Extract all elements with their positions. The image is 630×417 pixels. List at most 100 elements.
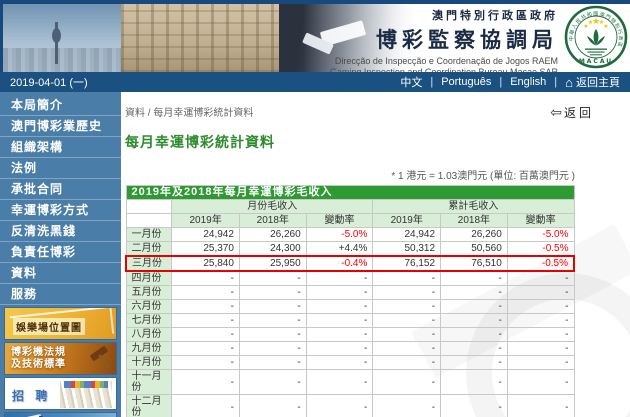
year-header: 2019年	[171, 213, 240, 228]
language-link[interactable]: Português	[422, 76, 491, 88]
group-header-accumulated: 累計毛收入	[372, 199, 575, 214]
table-row: 十二月份 - - - - - -	[125, 394, 575, 417]
value-cell: -	[171, 369, 240, 395]
value-cell: -	[506, 270, 575, 286]
table-row: 六月份 - - - - - -	[125, 299, 575, 314]
language-link[interactable]: English	[491, 76, 546, 88]
home-link[interactable]: ⌂ 返回主頁	[565, 74, 620, 90]
breadcrumb[interactable]: 資料 / 每月幸運博彩統計資料	[125, 108, 254, 119]
blank-header-cell	[125, 213, 173, 228]
banner-casino-location-map[interactable]: 娛樂場位置圖	[4, 307, 117, 340]
table-row: 九月份 - - - - - -	[125, 341, 575, 356]
value-cell: 76,152	[372, 255, 442, 272]
sidebar-item[interactable]: 法例	[0, 158, 121, 179]
banner-gaming-machine-rules[interactable]: 博彩機法規 及技術標準	[4, 342, 117, 375]
table-row: 八月份 - - - - - -	[125, 327, 575, 342]
sidebar-item[interactable]: 承批合同	[0, 179, 121, 200]
value-cell: 26,260	[440, 227, 508, 242]
banner-partial[interactable]	[4, 412, 117, 417]
value-cell: -	[372, 355, 442, 370]
value-cell: -	[171, 327, 240, 342]
lotus-icon	[587, 36, 596, 46]
value-cell: -	[506, 341, 575, 356]
year-header: 2018年	[238, 213, 307, 228]
star-icon: ★	[603, 23, 608, 30]
month-cell: 十二月份	[125, 394, 173, 417]
value-cell: -	[440, 285, 508, 300]
stats-table-body: 一月份 24,942 26,260 -5.0% 24,942 26,260 -5.0% 二月份…	[125, 227, 575, 417]
top-bar: 2019-04-01 (一) 中文PortuguêsEnglish | ⌂ 返回…	[0, 72, 630, 92]
value-cell: -	[305, 355, 374, 370]
star-icon: ★	[599, 19, 604, 26]
date-label: 2019-04-01 (一)	[10, 77, 88, 89]
macau-emblem-logo: 中華人民共和國澳門特別行政區 ★ ★ ★ ★ ★ MACAU	[564, 5, 628, 69]
value-cell: -	[238, 285, 307, 300]
lotus-icon	[593, 29, 599, 45]
sidebar-nav: 本局簡介 澳門博彩業歷史 組織架構 法例 承批合同 幸運博彩方式 反清洗黑錢 負責任博彩 資料服…	[0, 95, 121, 305]
value-cell: -	[440, 355, 508, 370]
sidebar-item[interactable]: 服務	[0, 284, 121, 305]
value-cell: -	[171, 285, 240, 300]
value-cell: -0.4%	[305, 255, 374, 272]
banner-recruitment[interactable]: 招 聘	[4, 377, 117, 410]
value-cell: -	[238, 369, 307, 395]
star-icon: ★	[588, 19, 593, 26]
value-cell: -	[440, 394, 508, 417]
value-cell: -	[238, 355, 307, 370]
blank-header-cell	[125, 199, 173, 214]
site-header: 澳門特別行政區政府 博彩監察協調局 Direcção de Inspecção …	[0, 4, 630, 72]
sidebar-item[interactable]: 本局簡介	[0, 95, 121, 116]
back-link-top[interactable]: ⇦ 返回	[550, 104, 594, 121]
value-cell: -	[440, 341, 508, 356]
table-row: 十月份 - - - - - -	[125, 355, 575, 370]
water-line	[590, 54, 602, 56]
exchange-rate-note: * 1 港元 = 1.03澳門元 (單位: 百萬澳門元 )	[391, 171, 575, 182]
language-link[interactable]: 中文	[400, 77, 423, 89]
month-cell: 十一月份	[125, 369, 173, 395]
subtitle-english: Gaming Inspection and Coordination Burea…	[329, 67, 558, 72]
main-content: 資料 / 每月幸運博彩統計資料 ⇦ 返回 每月幸運博彩統計資料 * 1 港元 =…	[121, 92, 630, 417]
value-cell: -5.0%	[305, 227, 374, 242]
value-cell: -	[238, 313, 307, 328]
sidebar-item[interactable]: 負責任博彩	[0, 242, 121, 263]
value-cell: 24,942	[171, 227, 240, 242]
sidebar-item[interactable]: 幸運博彩方式	[0, 200, 121, 221]
sidebar-item[interactable]: 組織架構	[0, 137, 121, 158]
value-cell: 24,300	[238, 241, 307, 257]
header-titles: 澳門特別行政區政府 博彩監察協調局 Direcção de Inspecção …	[330, 7, 558, 72]
value-cell: 26,260	[238, 227, 307, 242]
year-header: 2019年	[372, 213, 442, 228]
home-icon: ⌂	[565, 74, 573, 90]
lotus-icon	[596, 36, 605, 46]
value-cell: -0.5%	[506, 241, 575, 257]
value-cell: -	[372, 285, 442, 300]
sidebar-item[interactable]: 澳門博彩業歷史	[0, 116, 121, 137]
banner-label: 招 聘	[12, 389, 52, 403]
year-header: 2018年	[440, 213, 508, 228]
value-cell: -	[238, 327, 307, 342]
sidebar-item[interactable]: 資料	[0, 263, 121, 284]
value-cell: -	[305, 285, 374, 300]
value-cell: -0.5%	[506, 255, 575, 272]
header-photo	[3, 4, 443, 72]
month-cell: 八月份	[125, 327, 173, 342]
month-cell: 七月份	[125, 313, 173, 328]
banner-label-line2: 及技術標準	[11, 359, 66, 370]
value-cell: -	[305, 270, 374, 286]
sidebar-item[interactable]: 反清洗黑錢	[0, 221, 121, 242]
value-cell: 25,370	[171, 241, 240, 257]
value-cell: -	[305, 369, 374, 395]
value-cell: 50,312	[372, 241, 442, 257]
value-cell: -	[440, 270, 508, 286]
month-cell: 五月份	[125, 285, 173, 300]
value-cell: -	[506, 327, 575, 342]
value-cell: -	[305, 313, 374, 328]
value-cell: -	[372, 299, 442, 314]
stats-table: 2019年及2018年每月幸運博彩毛收入 月份毛收入 累計毛收入 2019年 2…	[125, 185, 575, 417]
value-cell: -	[305, 327, 374, 342]
value-cell: -	[440, 313, 508, 328]
month-cell: 四月份	[125, 270, 173, 286]
water-line	[587, 51, 605, 53]
value-cell: 25,840	[171, 255, 240, 272]
table-row: 七月份 - - - - - -	[125, 313, 575, 328]
